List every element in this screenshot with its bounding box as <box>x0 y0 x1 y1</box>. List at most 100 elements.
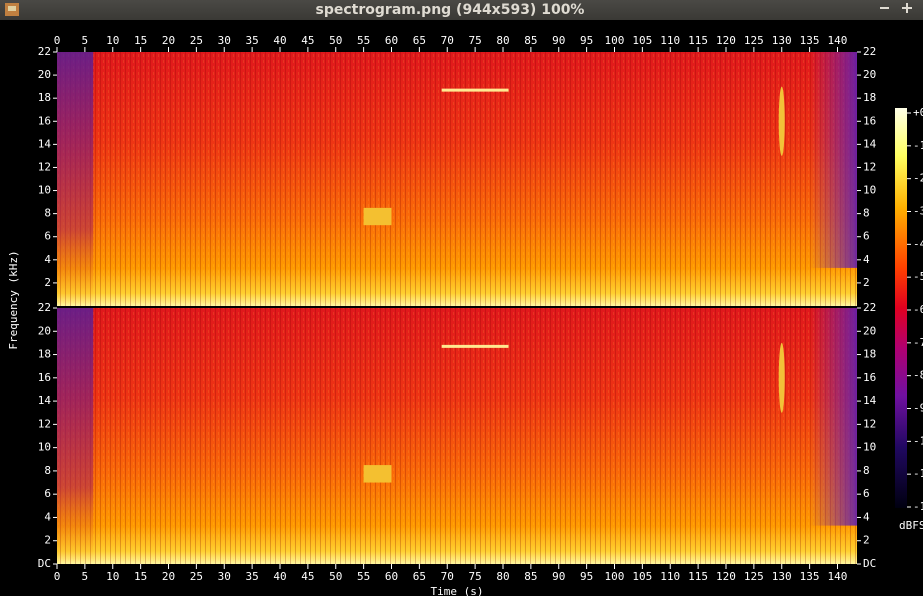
tone-block <box>363 465 392 483</box>
channel-plot <box>57 52 857 306</box>
y-tick-label: 8 <box>44 464 51 477</box>
x-tick-label-top: 0 <box>54 34 61 47</box>
maximize-button[interactable] <box>902 3 912 13</box>
x-tick-label-top: 20 <box>162 34 175 47</box>
x-tick-label: 15 <box>134 570 147 583</box>
x-tick-label: 40 <box>273 570 286 583</box>
y-tick-label-right: 18 <box>863 348 876 361</box>
x-tick-label: 100 <box>605 570 625 583</box>
colorbar-label: dBFS <box>899 519 923 532</box>
y-tick-label-right: 6 <box>863 230 870 243</box>
y-tick-label: 14 <box>38 137 52 150</box>
x-tick-label-top: 115 <box>688 34 708 47</box>
y-tick-label: 6 <box>44 230 51 243</box>
y-tick-label: 20 <box>38 324 51 337</box>
y-tick-label: 22 <box>38 45 51 58</box>
x-tick-label: 20 <box>162 570 175 583</box>
colorbar-tick-label: -70 <box>913 336 923 349</box>
y-tick-label-right: 20 <box>863 68 876 81</box>
y-tick-label: 10 <box>38 441 51 454</box>
x-tick-label: 135 <box>800 570 820 583</box>
y-tick-label: 14 <box>38 394 52 407</box>
x-tick-label-top: 5 <box>82 34 89 47</box>
colorbar-tick-label: -90 <box>913 402 923 415</box>
y-tick-label-right: 8 <box>863 207 870 220</box>
x-tick-label: 125 <box>744 570 764 583</box>
x-tick-label: 80 <box>496 570 509 583</box>
y-tick-label: DC <box>38 557 51 570</box>
x-tick-label-top: 130 <box>772 34 792 47</box>
colorbar-tick-label: -10 <box>913 139 923 152</box>
y-tick-label: 12 <box>38 417 51 430</box>
y-tick-label: 22 <box>38 301 51 314</box>
title-bar <box>0 0 923 20</box>
silent-intro <box>57 52 94 306</box>
colorbar-tick-label: -20 <box>913 172 923 185</box>
silent-intro <box>57 308 94 564</box>
spectrogram-texture <box>57 308 857 564</box>
x-tick-label: 50 <box>329 570 342 583</box>
x-tick-label: 95 <box>580 570 593 583</box>
y-tick-label-right: 16 <box>863 114 876 127</box>
tone-block <box>363 207 392 226</box>
x-tick-label-top: 60 <box>385 34 398 47</box>
y-tick-label-right: 2 <box>863 276 870 289</box>
x-tick-label: 75 <box>468 570 481 583</box>
spectrogram-texture <box>57 52 857 306</box>
x-tick-label-top: 50 <box>329 34 342 47</box>
x-tick-label: 105 <box>632 570 652 583</box>
y-tick-label-right: 14 <box>863 137 877 150</box>
y-tick-label-right: 12 <box>863 160 876 173</box>
x-tick-label-top: 90 <box>552 34 565 47</box>
x-tick-label-top: 75 <box>468 34 481 47</box>
x-tick-label: 115 <box>688 570 708 583</box>
colorbar-tick-label: +0 <box>913 106 923 119</box>
y-tick-label-right: 10 <box>863 441 876 454</box>
y-tick-label: 10 <box>38 184 51 197</box>
colorbar-tick-label: -50 <box>913 270 923 283</box>
chirp-blob <box>778 342 785 413</box>
y-tick-label-right: DC <box>863 557 876 570</box>
x-tick-label-top: 120 <box>716 34 736 47</box>
y-tick-label-right: 4 <box>863 510 870 523</box>
y-tick-label-right: 2 <box>863 534 870 547</box>
x-tick-label-top: 135 <box>800 34 820 47</box>
x-tick-label-top: 80 <box>496 34 509 47</box>
x-tick-label-top: 10 <box>106 34 119 47</box>
x-axis-label: Time (s) <box>431 585 484 596</box>
colorbar <box>895 108 907 508</box>
y-tick-label-right: 22 <box>863 45 876 58</box>
y-tick-label: 12 <box>38 160 51 173</box>
channel-plot <box>57 308 857 564</box>
y-axis-label: Frequency (kHz) <box>7 250 20 349</box>
y-tick-label-right: 6 <box>863 487 870 500</box>
colorbar-tick-label: -100 <box>913 434 923 447</box>
x-tick-label: 35 <box>245 570 258 583</box>
y-tick-label: 4 <box>44 510 51 523</box>
x-tick-label: 90 <box>552 570 565 583</box>
y-tick-label-right: 22 <box>863 301 876 314</box>
x-tick-label-top: 70 <box>441 34 454 47</box>
y-tick-label: 2 <box>44 534 51 547</box>
x-tick-label-top: 25 <box>190 34 203 47</box>
app-icon-detail <box>8 6 16 11</box>
x-tick-label: 60 <box>385 570 398 583</box>
y-tick-label: 16 <box>38 114 51 127</box>
x-tick-label-top: 35 <box>245 34 258 47</box>
x-tick-label-top: 40 <box>273 34 286 47</box>
x-tick-label-top: 110 <box>660 34 680 47</box>
x-tick-label-top: 65 <box>413 34 426 47</box>
x-tick-label: 110 <box>660 570 680 583</box>
x-tick-label: 5 <box>82 570 89 583</box>
x-tick-label: 140 <box>828 570 848 583</box>
y-tick-label: 8 <box>44 207 51 220</box>
y-tick-label-right: 14 <box>863 394 877 407</box>
window-title: spectrogram.png (944x593) 100% <box>316 2 585 18</box>
x-tick-label-top: 140 <box>828 34 848 47</box>
colorbar-tick-label: -40 <box>913 237 923 250</box>
x-tick-label: 45 <box>301 570 314 583</box>
chirp-blob <box>778 86 785 156</box>
x-tick-label-top: 45 <box>301 34 314 47</box>
x-tick-label: 120 <box>716 570 736 583</box>
